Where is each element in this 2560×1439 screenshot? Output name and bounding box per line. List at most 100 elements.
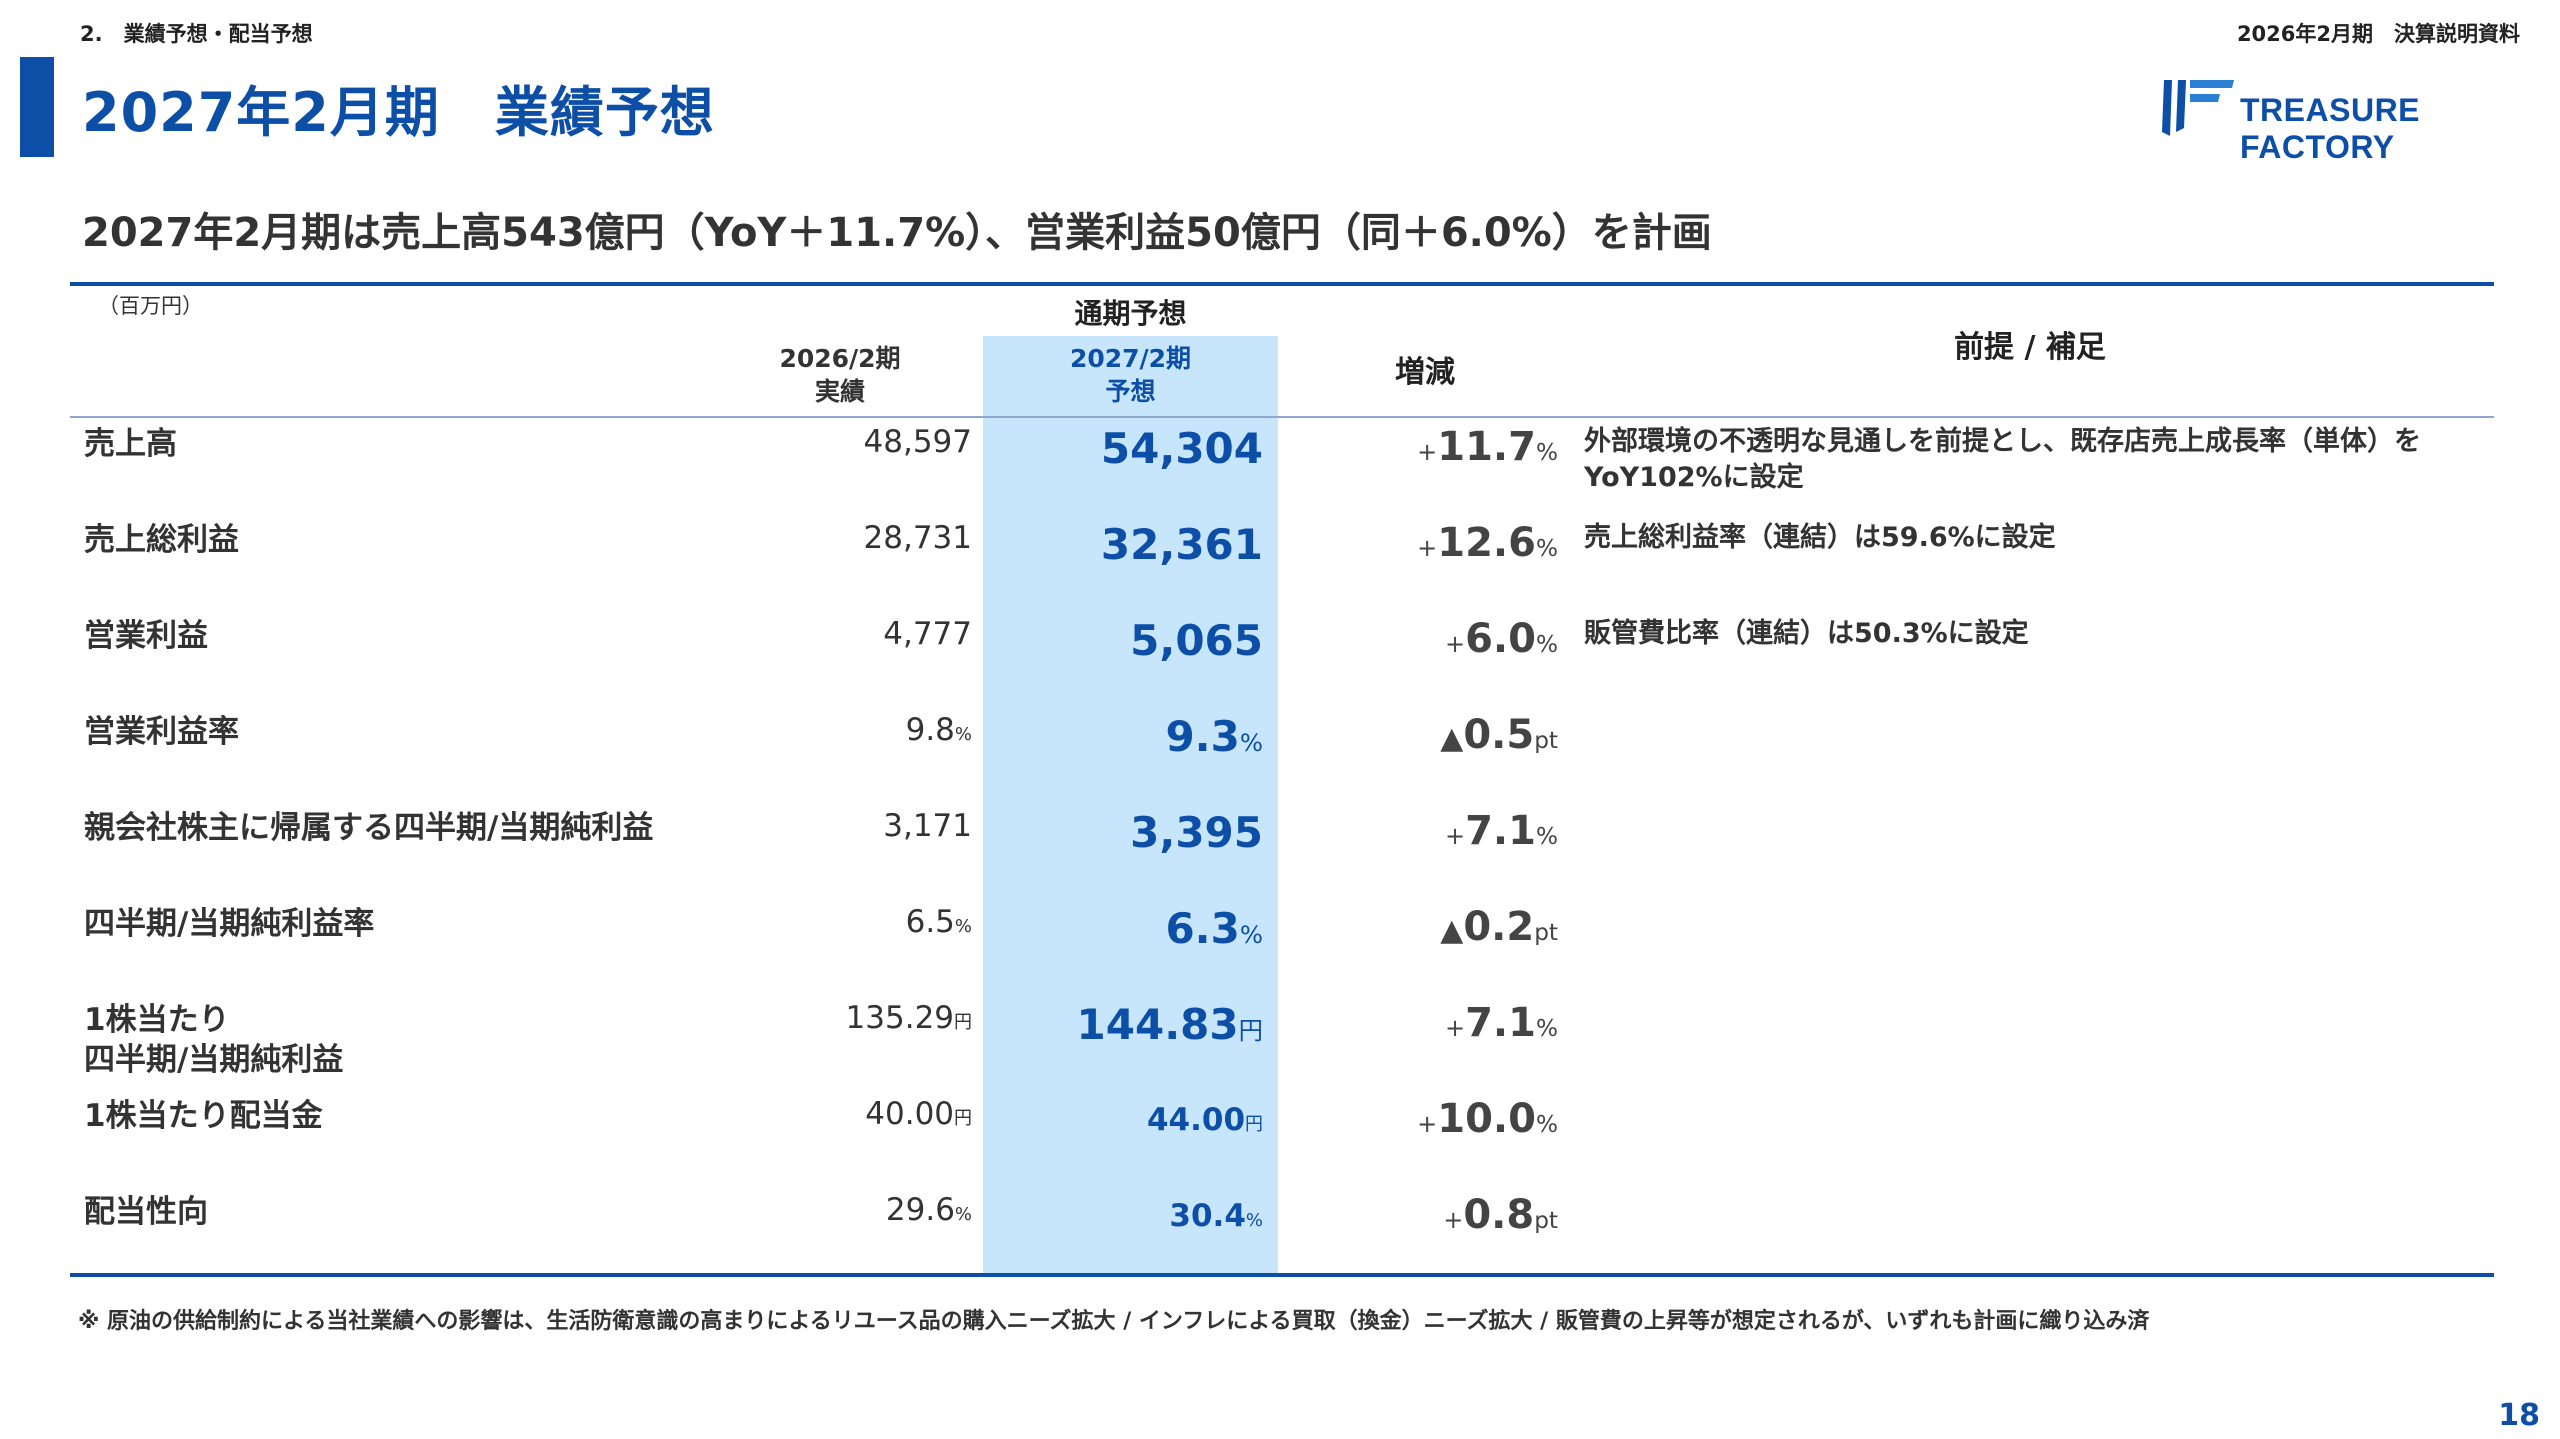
page-number: 18	[2498, 1398, 2540, 1433]
change-value: ▲0.2pt	[1300, 904, 1558, 950]
fcst-value: 44.00	[1146, 1102, 1246, 1138]
change-prefix: ▲	[1440, 721, 1464, 756]
row-label: 売上総利益	[84, 520, 239, 560]
row-label: 1株当たり 四半期/当期純利益	[84, 1000, 343, 1080]
table-row: 営業利益 4,777 5,065 +6.0% 販管費比率（連結）は50.3%に設定	[0, 610, 2560, 706]
change-value: +7.1%	[1300, 808, 1558, 854]
prev-actual-value: 135.29円	[720, 1000, 972, 1036]
unit-label: （百万円）	[98, 294, 203, 318]
page-title: 2027年2月期 業績予想	[82, 81, 715, 144]
change-value: +6.0%	[1300, 616, 1558, 662]
change-value: +12.6%	[1300, 520, 1558, 566]
fcst-unit: 円	[1238, 1016, 1263, 1045]
change-number: 7.1	[1465, 808, 1536, 854]
prev-unit: %	[954, 724, 972, 745]
fcst-value: 54,304	[1100, 424, 1263, 473]
change-prefix: +	[1444, 822, 1466, 850]
change-unit: %	[1535, 1015, 1558, 1042]
change-value: +7.1%	[1300, 1000, 1558, 1046]
change-unit: %	[1535, 535, 1558, 562]
change-unit: %	[1535, 631, 1558, 658]
change-value: +0.8pt	[1300, 1192, 1558, 1238]
table-row: 営業利益率 9.8% 9.3% ▲0.5pt	[0, 706, 2560, 802]
fcst-value: 6.3	[1165, 904, 1240, 953]
forecast-value: 44.00円	[983, 1102, 1263, 1138]
logo-mark-icon	[2162, 80, 2234, 136]
column-header-forecast: 2027/2期 予想	[983, 342, 1278, 408]
change-number: 11.7	[1437, 424, 1536, 470]
logo-text: TREASURE FACTORY	[2240, 92, 2421, 165]
prev-value: 29.6	[885, 1192, 955, 1228]
slide-subtitle: 2027年2月期は売上高543億円（YoY＋11.7%）、営業利益50億円（同＋…	[82, 210, 1712, 256]
fcst-value: 5,065	[1130, 616, 1263, 665]
prev-actual-value: 6.5%	[720, 904, 972, 940]
forecast-value: 3,395	[983, 808, 1263, 857]
row-label-line1: 1株当たり配当金	[84, 1098, 323, 1134]
row-label: 1株当たり配当金	[84, 1096, 323, 1136]
row-note: 売上総利益率（連結）は59.6%に設定	[1584, 522, 2056, 553]
fcst-value: 30.4	[1169, 1198, 1246, 1234]
change-value: +11.7%	[1300, 424, 1558, 470]
row-label-line1: 売上総利益	[84, 522, 239, 558]
prev-value: 135.29	[845, 1000, 955, 1036]
change-prefix: +	[1417, 1110, 1438, 1138]
change-number: 10.0	[1437, 1096, 1536, 1142]
fcst-value: 3,395	[1130, 808, 1263, 857]
row-label-line1: 1株当たり	[84, 1002, 230, 1038]
row-label-line1: 営業利益	[84, 618, 208, 654]
header-rule	[70, 416, 2494, 418]
change-unit: pt	[1534, 727, 1558, 754]
table-top-rule	[70, 282, 2494, 286]
prev-value: 40.00	[865, 1096, 955, 1132]
fcst-unit: %	[1239, 728, 1263, 757]
fcst-unit: %	[1239, 920, 1263, 949]
table-row: 1株当たり 四半期/当期純利益 135.29円 144.83円 +7.1%	[0, 994, 2560, 1090]
change-unit: pt	[1534, 919, 1558, 946]
row-label: 営業利益率	[84, 712, 239, 752]
fcst-value: 9.3	[1165, 712, 1240, 761]
change-number: 0.8	[1463, 1192, 1535, 1238]
change-value: +10.0%	[1300, 1096, 1558, 1142]
change-prefix: +	[1444, 630, 1466, 658]
table-row: 1株当たり配当金 40.00円 44.00円 +10.0%	[0, 1090, 2560, 1186]
prev-unit: 円	[954, 1012, 972, 1033]
row-label-line1: 配当性向	[84, 1194, 208, 1230]
prev-actual-value: 3,171	[720, 808, 972, 844]
forecast-value: 30.4%	[983, 1198, 1263, 1234]
row-label-line1: 親会社株主に帰属する四半期/当期純利益	[84, 810, 654, 846]
row-label-line1: 営業利益率	[84, 714, 239, 750]
change-prefix: ▲	[1440, 913, 1464, 948]
table-row: 配当性向 29.6% 30.4% +0.8pt	[0, 1186, 2560, 1282]
prev-actual-value: 48,597	[720, 424, 972, 460]
forecast-value: 144.83円	[983, 1000, 1263, 1049]
change-prefix: +	[1443, 1206, 1464, 1234]
forecast-value: 32,361	[983, 520, 1263, 569]
forecast-value: 9.3%	[983, 712, 1263, 761]
column-header-change: 増減	[1395, 355, 1455, 390]
column-header-fcst-period: 2027/2期	[1069, 344, 1192, 373]
prev-actual-value: 40.00円	[720, 1096, 972, 1132]
table-row: 売上高 48,597 54,304 +11.7% 外部環境の不透明な見通しを前提とし、既…	[0, 418, 2560, 514]
fcst-unit: %	[1245, 1210, 1263, 1231]
prev-value: 9.8	[905, 712, 955, 748]
prev-value: 3,171	[883, 808, 972, 844]
change-prefix: +	[1417, 438, 1438, 466]
document-label: 2026年2月期 決算説明資料	[2236, 22, 2520, 46]
prev-value: 4,777	[883, 616, 972, 652]
prev-unit: 円	[954, 1108, 972, 1129]
change-unit: pt	[1534, 1207, 1558, 1234]
row-label: 営業利益	[84, 616, 208, 656]
forecast-value: 5,065	[983, 616, 1263, 665]
change-unit: %	[1535, 439, 1558, 466]
prev-unit: %	[954, 916, 972, 937]
row-note: 外部環境の不透明な見通しを前提とし、既存店売上成長率（単体）をYoY102%に設…	[1584, 426, 2421, 493]
change-number: 0.5	[1463, 712, 1535, 758]
row-label: 四半期/当期純利益率	[84, 904, 374, 944]
change-number: 7.1	[1465, 1000, 1536, 1046]
column-header-notes: 前提 / 補足	[1954, 330, 2106, 365]
prev-value: 28,731	[863, 520, 972, 556]
section-label: 2. 業績予想・配当予想	[80, 22, 313, 46]
fcst-unit: 円	[1245, 1114, 1263, 1135]
forecast-group-header: 通期予想	[1074, 297, 1187, 330]
prev-actual-value: 9.8%	[720, 712, 972, 748]
